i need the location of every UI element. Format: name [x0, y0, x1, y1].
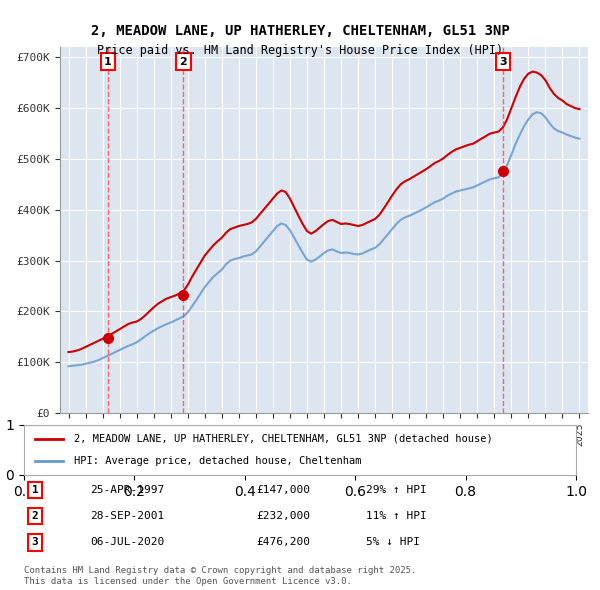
Text: Price paid vs. HM Land Registry's House Price Index (HPI): Price paid vs. HM Land Registry's House …: [97, 44, 503, 57]
Text: HPI: Average price, detached house, Cheltenham: HPI: Average price, detached house, Chel…: [74, 456, 361, 466]
Text: £147,000: £147,000: [256, 485, 310, 495]
Text: 25-APR-1997: 25-APR-1997: [90, 485, 164, 495]
Text: £476,200: £476,200: [256, 537, 310, 548]
Text: 3: 3: [32, 537, 38, 548]
Text: £232,000: £232,000: [256, 511, 310, 521]
Text: 3: 3: [499, 57, 507, 67]
Text: 2, MEADOW LANE, UP HATHERLEY, CHELTENHAM, GL51 3NP (detached house): 2, MEADOW LANE, UP HATHERLEY, CHELTENHAM…: [74, 434, 493, 444]
Text: 1: 1: [104, 57, 112, 67]
Text: 2: 2: [32, 511, 38, 521]
Text: 29% ↑ HPI: 29% ↑ HPI: [366, 485, 427, 495]
Text: 11% ↑ HPI: 11% ↑ HPI: [366, 511, 427, 521]
Text: 2: 2: [179, 57, 187, 67]
Text: 1: 1: [32, 485, 38, 495]
Text: 2, MEADOW LANE, UP HATHERLEY, CHELTENHAM, GL51 3NP: 2, MEADOW LANE, UP HATHERLEY, CHELTENHAM…: [91, 24, 509, 38]
Text: 06-JUL-2020: 06-JUL-2020: [90, 537, 164, 548]
Text: Contains HM Land Registry data © Crown copyright and database right 2025.
This d: Contains HM Land Registry data © Crown c…: [24, 566, 416, 586]
Text: 28-SEP-2001: 28-SEP-2001: [90, 511, 164, 521]
Text: 5% ↓ HPI: 5% ↓ HPI: [366, 537, 420, 548]
